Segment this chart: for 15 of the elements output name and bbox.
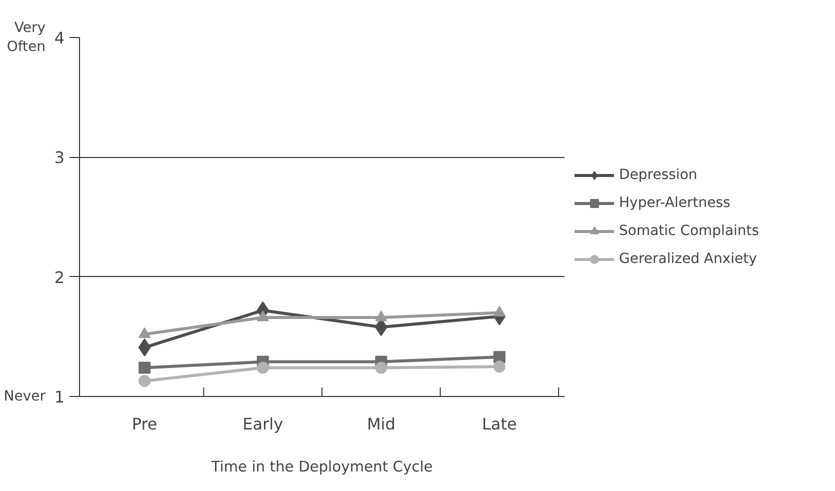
legend-label: Depression [619, 166, 698, 182]
x-tick-label: Mid [366, 414, 396, 434]
x-tick-label: Late [482, 414, 517, 434]
y-tick-label: 1 [54, 388, 65, 406]
x-tick-label: Early [242, 414, 284, 434]
y-tick-label: 4 [54, 28, 65, 48]
x-tick-label: Pre [132, 414, 158, 434]
text: Never [4, 388, 46, 404]
y-tick-label: 3 [54, 148, 65, 168]
x-axis-title: Time in the Deployment Cycle [210, 458, 433, 476]
legend-label: Hyper-Alertness [619, 194, 730, 210]
legend-label: Gereralized Anxiety [619, 250, 757, 266]
legend-label: Somatic Complaints [619, 222, 760, 238]
text: Very Often [6, 20, 46, 56]
y-tick-label: 2 [54, 268, 65, 287]
